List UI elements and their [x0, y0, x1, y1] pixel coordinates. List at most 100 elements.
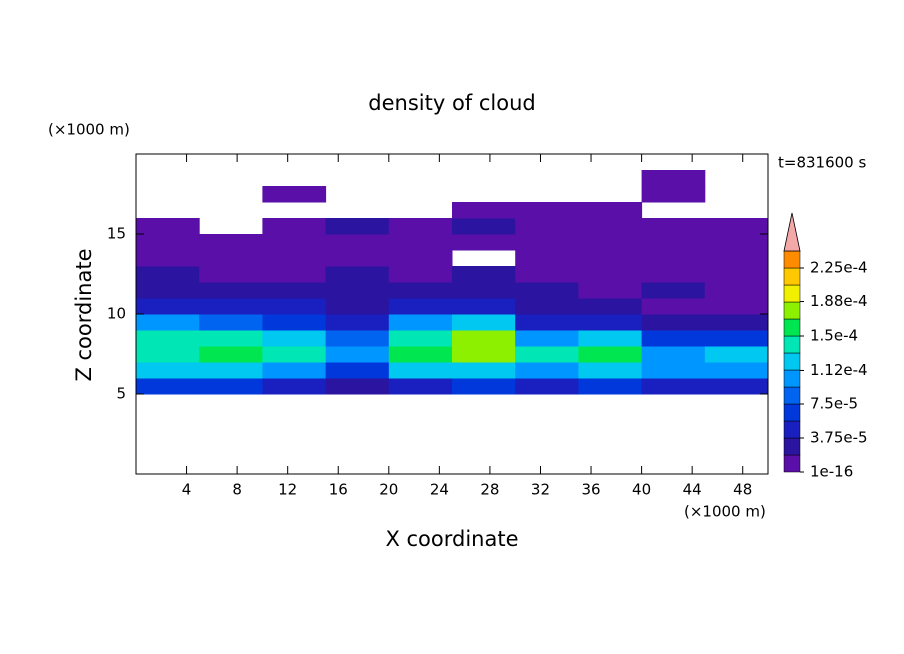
contour-cell: [388, 234, 453, 251]
y-tick-label: 5: [116, 385, 126, 403]
contour-cell: [136, 378, 200, 395]
y-axis-label: Z coordinate: [72, 248, 96, 381]
contour-cell: [325, 346, 390, 363]
contour-cell: [325, 298, 390, 315]
contour-cell: [452, 346, 516, 363]
chart-title: density of cloud: [368, 91, 535, 115]
contour-cell: [704, 250, 769, 267]
contour-cell: [515, 202, 579, 219]
contour-cell: [452, 314, 516, 331]
annotation: t=831600 s: [778, 154, 866, 172]
colorbar-band: [783, 454, 801, 473]
x-tick-label: 8: [232, 481, 242, 499]
contour-cell: [136, 330, 200, 347]
contour-cell: [199, 250, 263, 267]
contour-cell: [325, 218, 390, 235]
x-tick-label: 32: [531, 481, 550, 499]
contour-cell: [641, 186, 706, 203]
colorbar-tick-label: 1.5e-4: [810, 327, 858, 345]
x-axis-label: X coordinate: [385, 527, 518, 551]
contour-cell: [388, 250, 453, 267]
y-unit: (×1000 m): [48, 121, 130, 139]
x-tick-label: 20: [379, 481, 398, 499]
colorbar-tick-label: 7.5e-5: [810, 395, 858, 413]
colorbar-tick-label: 1.12e-4: [810, 361, 868, 379]
contour-cell: [325, 250, 390, 267]
colorbar-tick-label: 1e-16: [810, 463, 853, 481]
plot-frame: [135, 153, 769, 475]
x-tick-label: 4: [182, 481, 192, 499]
contour-cell: [641, 298, 706, 315]
contour-cell: [578, 298, 643, 315]
contour-cell: [388, 330, 453, 347]
colorbar-tick-label: 2.25e-4: [810, 259, 868, 277]
contour-cell: [199, 298, 263, 315]
contour-cell: [704, 218, 769, 235]
contour-cell: [262, 330, 327, 347]
contour-cell: [262, 282, 327, 299]
contour-cell: [136, 346, 200, 363]
contour-cell: [199, 362, 263, 379]
colorbar-band: [783, 250, 801, 269]
contour-cell: [262, 314, 327, 331]
contour-cell: [452, 362, 516, 379]
colorbar-band: [783, 403, 801, 422]
contour-cell: [325, 378, 390, 395]
x-tick-label: 28: [480, 481, 499, 499]
contour-cell: [704, 234, 769, 251]
contour-cell: [388, 298, 453, 315]
x-tick-label: 36: [581, 481, 600, 499]
contour-cell: [515, 314, 579, 331]
contour-cell: [452, 378, 516, 395]
contour-cell: [704, 330, 769, 347]
contour-cell: [578, 202, 643, 219]
contour-cell: [515, 250, 579, 267]
contour-cell: [452, 266, 516, 283]
y-tick-label: 15: [107, 225, 126, 243]
contour-cell: [388, 362, 453, 379]
contour-cell: [136, 282, 200, 299]
contour-cell: [199, 282, 263, 299]
contour-cell: [388, 346, 453, 363]
contour-cell: [199, 330, 263, 347]
contour-cell: [136, 298, 200, 315]
colorbar-band: [783, 369, 801, 388]
contour-cell: [388, 378, 453, 395]
contour-cell: [325, 266, 390, 283]
contour-cell: [641, 330, 706, 347]
contour-cell: [515, 234, 579, 251]
contour-cell: [578, 218, 643, 235]
contour-cell: [578, 250, 643, 267]
colorbar-band: [783, 420, 801, 439]
contour-cell: [262, 378, 327, 395]
contour-cell: [325, 330, 390, 347]
colorbar-band: [783, 335, 801, 354]
contour-cell: [515, 346, 579, 363]
contour-cell: [262, 234, 327, 251]
contour-cell: [262, 186, 327, 203]
contour-cell: [641, 250, 706, 267]
contour-cell: [199, 378, 263, 395]
contour-cell: [199, 266, 263, 283]
contour-cell: [578, 234, 643, 251]
contour-cell: [325, 234, 390, 251]
contour-cell: [262, 266, 327, 283]
contour-cell: [641, 346, 706, 363]
contour-cell: [515, 378, 579, 395]
colorbar-tick-label: 3.75e-5: [810, 429, 868, 447]
x-tick-label: 24: [430, 481, 449, 499]
contour-cell: [452, 234, 516, 251]
x-tick-label: 40: [632, 481, 651, 499]
contour-cell: [136, 266, 200, 283]
contour-cell: [199, 314, 263, 331]
contour-cell: [136, 218, 200, 235]
contour-cell: [578, 362, 643, 379]
contour-cell: [704, 266, 769, 283]
contour-cell: [578, 266, 643, 283]
colorbar-band: [783, 267, 801, 286]
contour-cell: [136, 314, 200, 331]
contour-cell: [704, 314, 769, 331]
contour-cell: [325, 362, 390, 379]
